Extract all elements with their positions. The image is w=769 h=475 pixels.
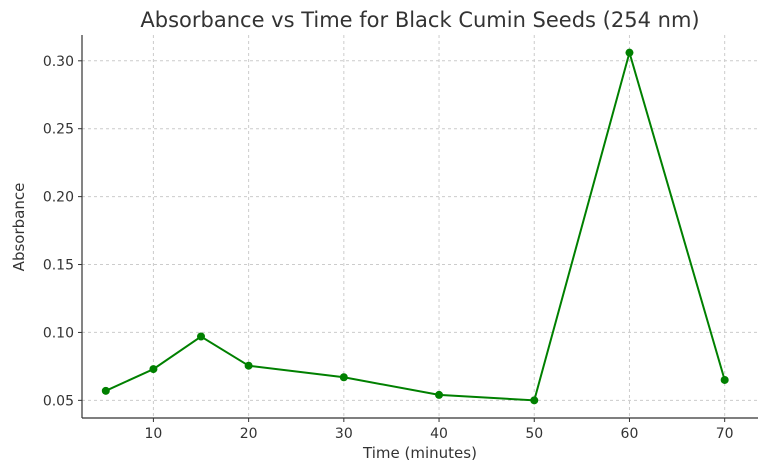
data-point [244,361,253,370]
data-point [197,332,206,341]
data-point [101,386,110,395]
y-tick-label: 0.25 [43,122,74,138]
y-tick-label: 0.20 [43,190,74,206]
data-point [720,375,729,384]
x-tick-label: 50 [525,426,543,442]
x-tick-label: 60 [621,426,639,442]
y-tick-label: 0.30 [43,54,74,70]
x-tick-label: 20 [240,426,258,442]
data-point [625,48,634,57]
x-tick-label: 40 [430,426,448,442]
y-tick-label: 0.10 [43,325,74,341]
data-point [530,396,539,405]
data-point [339,373,348,382]
x-axis-label: Time (minutes) [362,444,477,462]
x-tick-label: 30 [335,426,353,442]
data-point [435,390,444,399]
x-tick-label: 10 [144,426,162,442]
chart-title: Absorbance vs Time for Black Cumin Seeds… [140,8,699,32]
y-tick-label: 0.05 [43,393,74,409]
y-axis-label: Absorbance [10,183,28,272]
series-line [105,48,726,402]
y-tick-label: 0.15 [43,258,74,274]
x-tick-label: 70 [716,426,734,442]
data-point [149,365,158,374]
